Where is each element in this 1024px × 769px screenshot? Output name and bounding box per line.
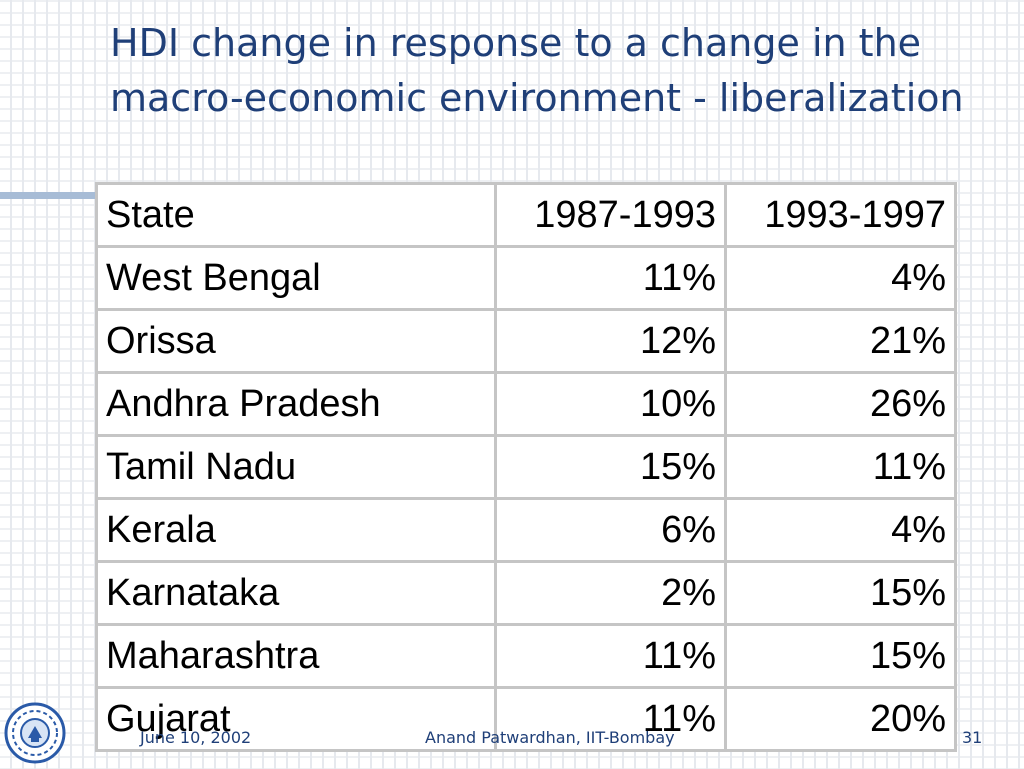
table-header-row: State 1987-1993 1993-1997 [95, 182, 957, 248]
table-row: Orissa 12% 21% [95, 308, 957, 374]
header-period-1: 1987-1993 [494, 182, 727, 248]
table-row: Karnataka 2% 15% [95, 560, 957, 626]
state-cell: Orissa [95, 308, 497, 374]
state-cell: Gujarat [95, 686, 497, 752]
value-cell-1987-1993: 15% [494, 434, 727, 500]
value-cell-1993-1997: 26% [724, 371, 957, 437]
table-row: Maharashtra 11% 15% [95, 623, 957, 689]
table-row: Andhra Pradesh 10% 26% [95, 371, 957, 437]
value-cell-1987-1993: 10% [494, 371, 727, 437]
footer-page-number: 31 [962, 728, 983, 747]
value-cell-1993-1997: 15% [724, 623, 957, 689]
value-cell-1993-1997: 20% [724, 686, 957, 752]
iit-bombay-logo-icon [4, 702, 66, 764]
state-cell: Kerala [95, 497, 497, 563]
table-row: Gujarat 11% 20% [95, 686, 957, 752]
table-row: Tamil Nadu 15% 11% [95, 434, 957, 500]
state-cell: Karnataka [95, 560, 497, 626]
state-cell: West Bengal [95, 245, 497, 311]
header-period-2: 1993-1997 [724, 182, 957, 248]
value-cell-1987-1993: 6% [494, 497, 727, 563]
header-state: State [95, 182, 497, 248]
value-cell-1987-1993: 11% [494, 245, 727, 311]
footer-date: June 10, 2002 [140, 728, 252, 747]
table-row: Kerala 6% 4% [95, 497, 957, 563]
state-cell: Andhra Pradesh [95, 371, 497, 437]
value-cell-1993-1997: 15% [724, 560, 957, 626]
state-cell: Maharashtra [95, 623, 497, 689]
value-cell-1987-1993: 11% [494, 623, 727, 689]
state-cell: Tamil Nadu [95, 434, 497, 500]
value-cell-1993-1997: 21% [724, 308, 957, 374]
value-cell-1993-1997: 11% [724, 434, 957, 500]
slide-title: HDI change in response to a change in th… [110, 21, 964, 120]
value-cell-1987-1993: 2% [494, 560, 727, 626]
hdi-table: State 1987-1993 1993-1997 West Bengal 11… [95, 182, 957, 752]
value-cell-1993-1997: 4% [724, 497, 957, 563]
value-cell-1987-1993: 12% [494, 308, 727, 374]
value-cell-1987-1993: 11% [494, 686, 727, 752]
footer-author: Anand Patwardhan, IIT-Bombay [425, 728, 675, 747]
table-row: West Bengal 11% 4% [95, 245, 957, 311]
value-cell-1993-1997: 4% [724, 245, 957, 311]
